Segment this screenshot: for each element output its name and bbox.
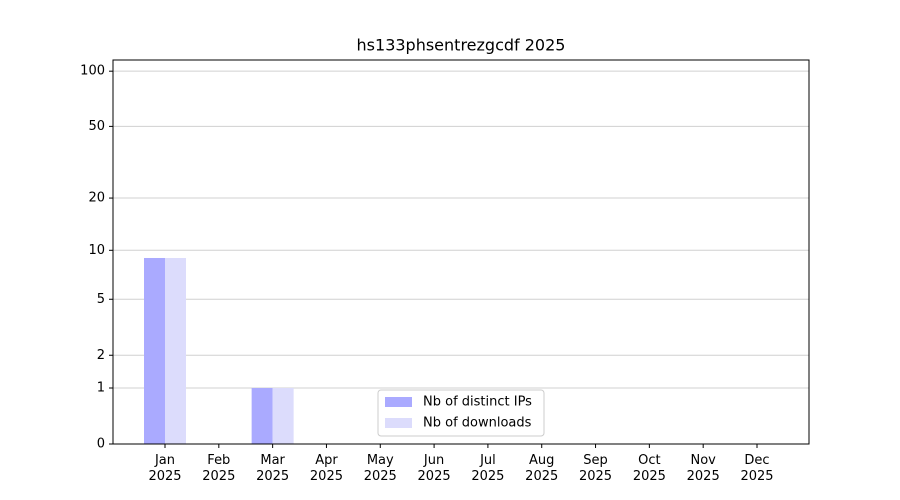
bar bbox=[165, 257, 186, 444]
y-tick-label: 1 bbox=[97, 381, 105, 396]
plot-frame bbox=[112, 59, 810, 445]
x-tick-label: Apr 2025 bbox=[309, 453, 343, 484]
x-tick-label: Jan 2025 bbox=[148, 453, 182, 484]
x-tick-label: Nov 2025 bbox=[686, 453, 720, 484]
x-tick-label: Feb 2025 bbox=[202, 453, 236, 484]
y-tick-label: 50 bbox=[88, 119, 105, 134]
legend-swatch bbox=[385, 397, 412, 407]
bar bbox=[144, 257, 165, 444]
y-tick-label: 5 bbox=[97, 292, 105, 307]
legend-label: Nb of distinct IPs bbox=[423, 395, 532, 410]
x-tick-label: Oct 2025 bbox=[632, 453, 666, 484]
x-tick-label: Sep 2025 bbox=[578, 453, 613, 484]
y-tick-label: 0 bbox=[97, 437, 105, 452]
chart-title: hs133phsentrezgcdf 2025 bbox=[357, 36, 566, 55]
y-tick-label: 2 bbox=[97, 348, 105, 363]
x-tick-label: May 2025 bbox=[363, 453, 397, 484]
y-tick-label: 20 bbox=[88, 191, 105, 206]
x-tick-label: Dec 2025 bbox=[740, 453, 774, 484]
legend-frame bbox=[377, 389, 545, 437]
legend-label: Nb of downloads bbox=[423, 416, 532, 431]
bar bbox=[272, 388, 294, 444]
x-tick-label: Jun 2025 bbox=[417, 453, 451, 484]
y-tick-label: 100 bbox=[80, 64, 105, 79]
legend-swatch bbox=[385, 418, 412, 428]
bar bbox=[251, 388, 273, 444]
y-tick-label: 10 bbox=[88, 243, 105, 258]
x-tick-label: Aug 2025 bbox=[525, 453, 559, 484]
x-tick-label: Mar 2025 bbox=[256, 453, 290, 484]
x-tick-label: Jul 2025 bbox=[471, 453, 505, 484]
legend: Nb of distinct IPs Nb of downloads bbox=[377, 389, 545, 437]
